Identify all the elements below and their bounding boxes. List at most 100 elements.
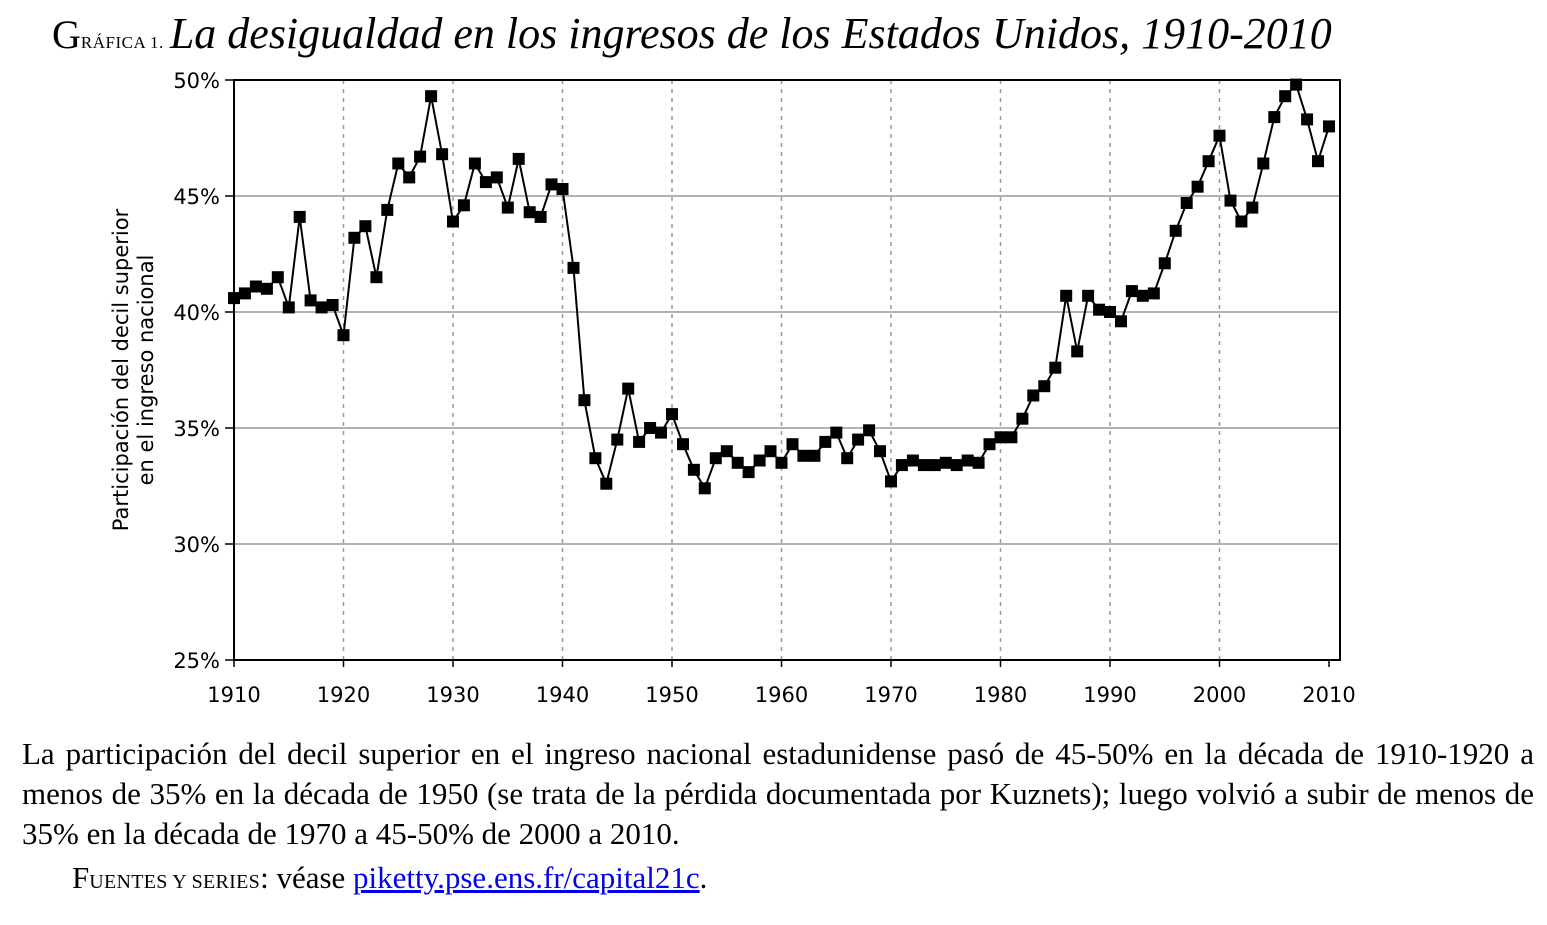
data-point — [742, 466, 755, 479]
data-point — [436, 148, 449, 161]
data-point — [534, 210, 547, 223]
data-point — [698, 482, 711, 495]
data-point — [1115, 315, 1127, 328]
x-tick-label: 1910 — [207, 683, 260, 707]
data-point — [304, 294, 317, 307]
sources-note: FUENTES Y SERIES: véase piketty.pse.ens.… — [72, 860, 707, 896]
figure-label-initial: G — [52, 12, 81, 57]
data-point — [874, 445, 886, 458]
data-point — [1235, 215, 1248, 228]
series-markers — [228, 78, 1335, 495]
sources-label-rest: UENTES Y SERIES — [89, 871, 261, 893]
data-point — [994, 431, 1007, 444]
data-point — [895, 459, 908, 472]
data-point — [359, 220, 372, 233]
data-point — [1290, 78, 1303, 91]
data-point — [1180, 197, 1193, 209]
data-point — [600, 477, 613, 490]
data-point — [370, 271, 383, 284]
data-point — [928, 459, 941, 472]
y-axis-label-line-1: Participación del decil superior — [109, 208, 133, 531]
data-point — [677, 438, 689, 451]
data-point — [501, 201, 514, 214]
data-point — [589, 452, 602, 465]
data-point — [961, 454, 974, 467]
data-point — [906, 454, 919, 467]
x-tick-label: 2010 — [1302, 683, 1355, 707]
chart-title-text: La desigualdad en los ingresos de los Es… — [169, 9, 1332, 58]
x-tick-label: 2000 — [1193, 683, 1246, 707]
data-point — [578, 394, 591, 407]
data-point — [1224, 194, 1237, 207]
data-point — [1060, 289, 1073, 302]
data-point — [1049, 361, 1062, 374]
x-tick-label: 1940 — [536, 683, 589, 707]
data-point — [293, 210, 306, 223]
data-point — [348, 231, 361, 244]
data-point — [1268, 111, 1281, 124]
x-tick-label: 1950 — [645, 683, 698, 707]
data-point — [457, 199, 470, 212]
data-point — [271, 271, 284, 284]
data-point — [939, 456, 952, 469]
y-tick-label: 35% — [173, 417, 220, 441]
data-point — [1147, 287, 1160, 300]
data-point — [1093, 303, 1106, 316]
chart-title: GRÁFICA 1. La desigualdad en los ingresos… — [52, 8, 1332, 59]
data-point — [841, 452, 854, 465]
data-point — [972, 456, 985, 469]
y-tick-label: 40% — [173, 301, 220, 325]
data-point — [392, 157, 405, 170]
data-point — [1158, 257, 1171, 270]
sources-text: véase — [268, 860, 354, 895]
data-point — [228, 292, 240, 305]
data-point — [381, 203, 394, 216]
horizontal-gridlines — [234, 195, 1340, 545]
data-point — [282, 301, 295, 314]
data-point — [622, 382, 635, 395]
x-tick-label: 1970 — [864, 683, 917, 707]
y-tick-label: 30% — [173, 533, 220, 557]
data-point — [917, 459, 930, 472]
data-point — [1169, 224, 1182, 237]
data-point — [983, 438, 996, 451]
data-point — [238, 287, 251, 300]
data-point — [666, 408, 678, 421]
data-point — [644, 422, 657, 434]
y-tick-labels: 25% 30% 35% 40% 45% 50% — [173, 69, 220, 673]
data-point — [567, 261, 580, 274]
data-point — [633, 435, 646, 448]
data-point — [786, 438, 799, 451]
sources-link[interactable]: piketty.pse.ens.fr/capital21c — [353, 860, 700, 895]
x-tick-labels: 1910 1920 1930 1940 1950 1960 1970 1980 1990 2000… — [207, 683, 1355, 707]
line-chart: 25%30%35%40%45%50% 1910 1920 1930 1940 1950 1… — [109, 69, 1356, 707]
data-point — [709, 452, 722, 465]
data-point — [819, 435, 832, 448]
data-point — [863, 424, 876, 437]
data-point — [1104, 306, 1116, 318]
data-point — [512, 152, 525, 165]
data-point — [1246, 201, 1259, 214]
data-point — [545, 178, 558, 191]
data-point — [1016, 412, 1029, 425]
data-point — [315, 301, 328, 314]
data-point — [1312, 155, 1324, 168]
data-point — [1136, 289, 1149, 302]
data-point — [720, 445, 733, 458]
data-point — [556, 183, 569, 195]
data-point — [1125, 285, 1138, 298]
data-point — [523, 206, 536, 219]
axes — [225, 79, 1341, 667]
figure-label-rest: RÁFICA 1. — [80, 33, 164, 52]
data-point — [260, 282, 273, 295]
x-tick-label: 1980 — [974, 683, 1027, 707]
data-point — [753, 454, 766, 467]
data-point — [731, 456, 744, 469]
vertical-gridlines — [342, 80, 1221, 660]
y-tick-label: 50% — [173, 69, 220, 93]
data-point — [425, 90, 438, 103]
data-point — [1191, 180, 1204, 193]
data-point — [1082, 289, 1095, 302]
data-point — [1279, 90, 1292, 103]
data-point — [1213, 129, 1226, 142]
